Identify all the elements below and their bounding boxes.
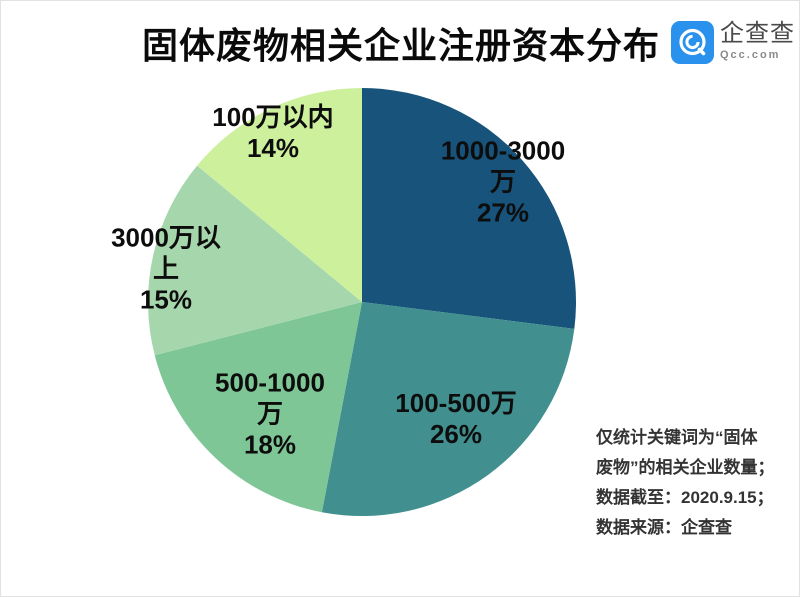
pie-slice-100-500万 (321, 302, 575, 517)
chart-title: 固体废物相关企业注册资本分布 (141, 25, 660, 66)
pie-slice-500-1000万 (154, 302, 362, 513)
slice-label-3000万以上: 3000万以上 15% (111, 222, 221, 315)
slice-label-1000-3000万: 1000-3000 万 27% (440, 135, 566, 228)
footnote-line: 数据来源：企查查 (596, 518, 732, 537)
qcc-logo: 企查查 Qcc.com (671, 21, 795, 69)
pie-slice-100万以内 (197, 88, 362, 302)
footnote-line: 数据截至：2020.9.15； (596, 488, 774, 507)
slice-label-100万以内: 100万以内 14% (212, 102, 334, 163)
footnote-line: 废物”的相关企业数量； (596, 458, 775, 477)
qcc-logo-text: 企查查 Qcc.com (720, 20, 795, 62)
qcc-logo-domain: Qcc.com (720, 49, 781, 61)
footnote: 仅统计关键词为“固体 废物”的相关企业数量； 数据截至：2020.9.15； 数… (596, 423, 796, 543)
pie-slice-3000万以上 (147, 165, 362, 356)
qcc-logo-name: 企查查 (720, 20, 795, 47)
slice-label-100-500万: 100-500万 26% (395, 388, 517, 449)
pie-slice-1000-3000万 (362, 88, 576, 329)
qcc-logo-icon (671, 21, 714, 69)
slice-label-500-1000万: 500-1000 万 18% (215, 367, 325, 460)
footnote-line: 仅统计关键词为“固体 (596, 428, 758, 447)
